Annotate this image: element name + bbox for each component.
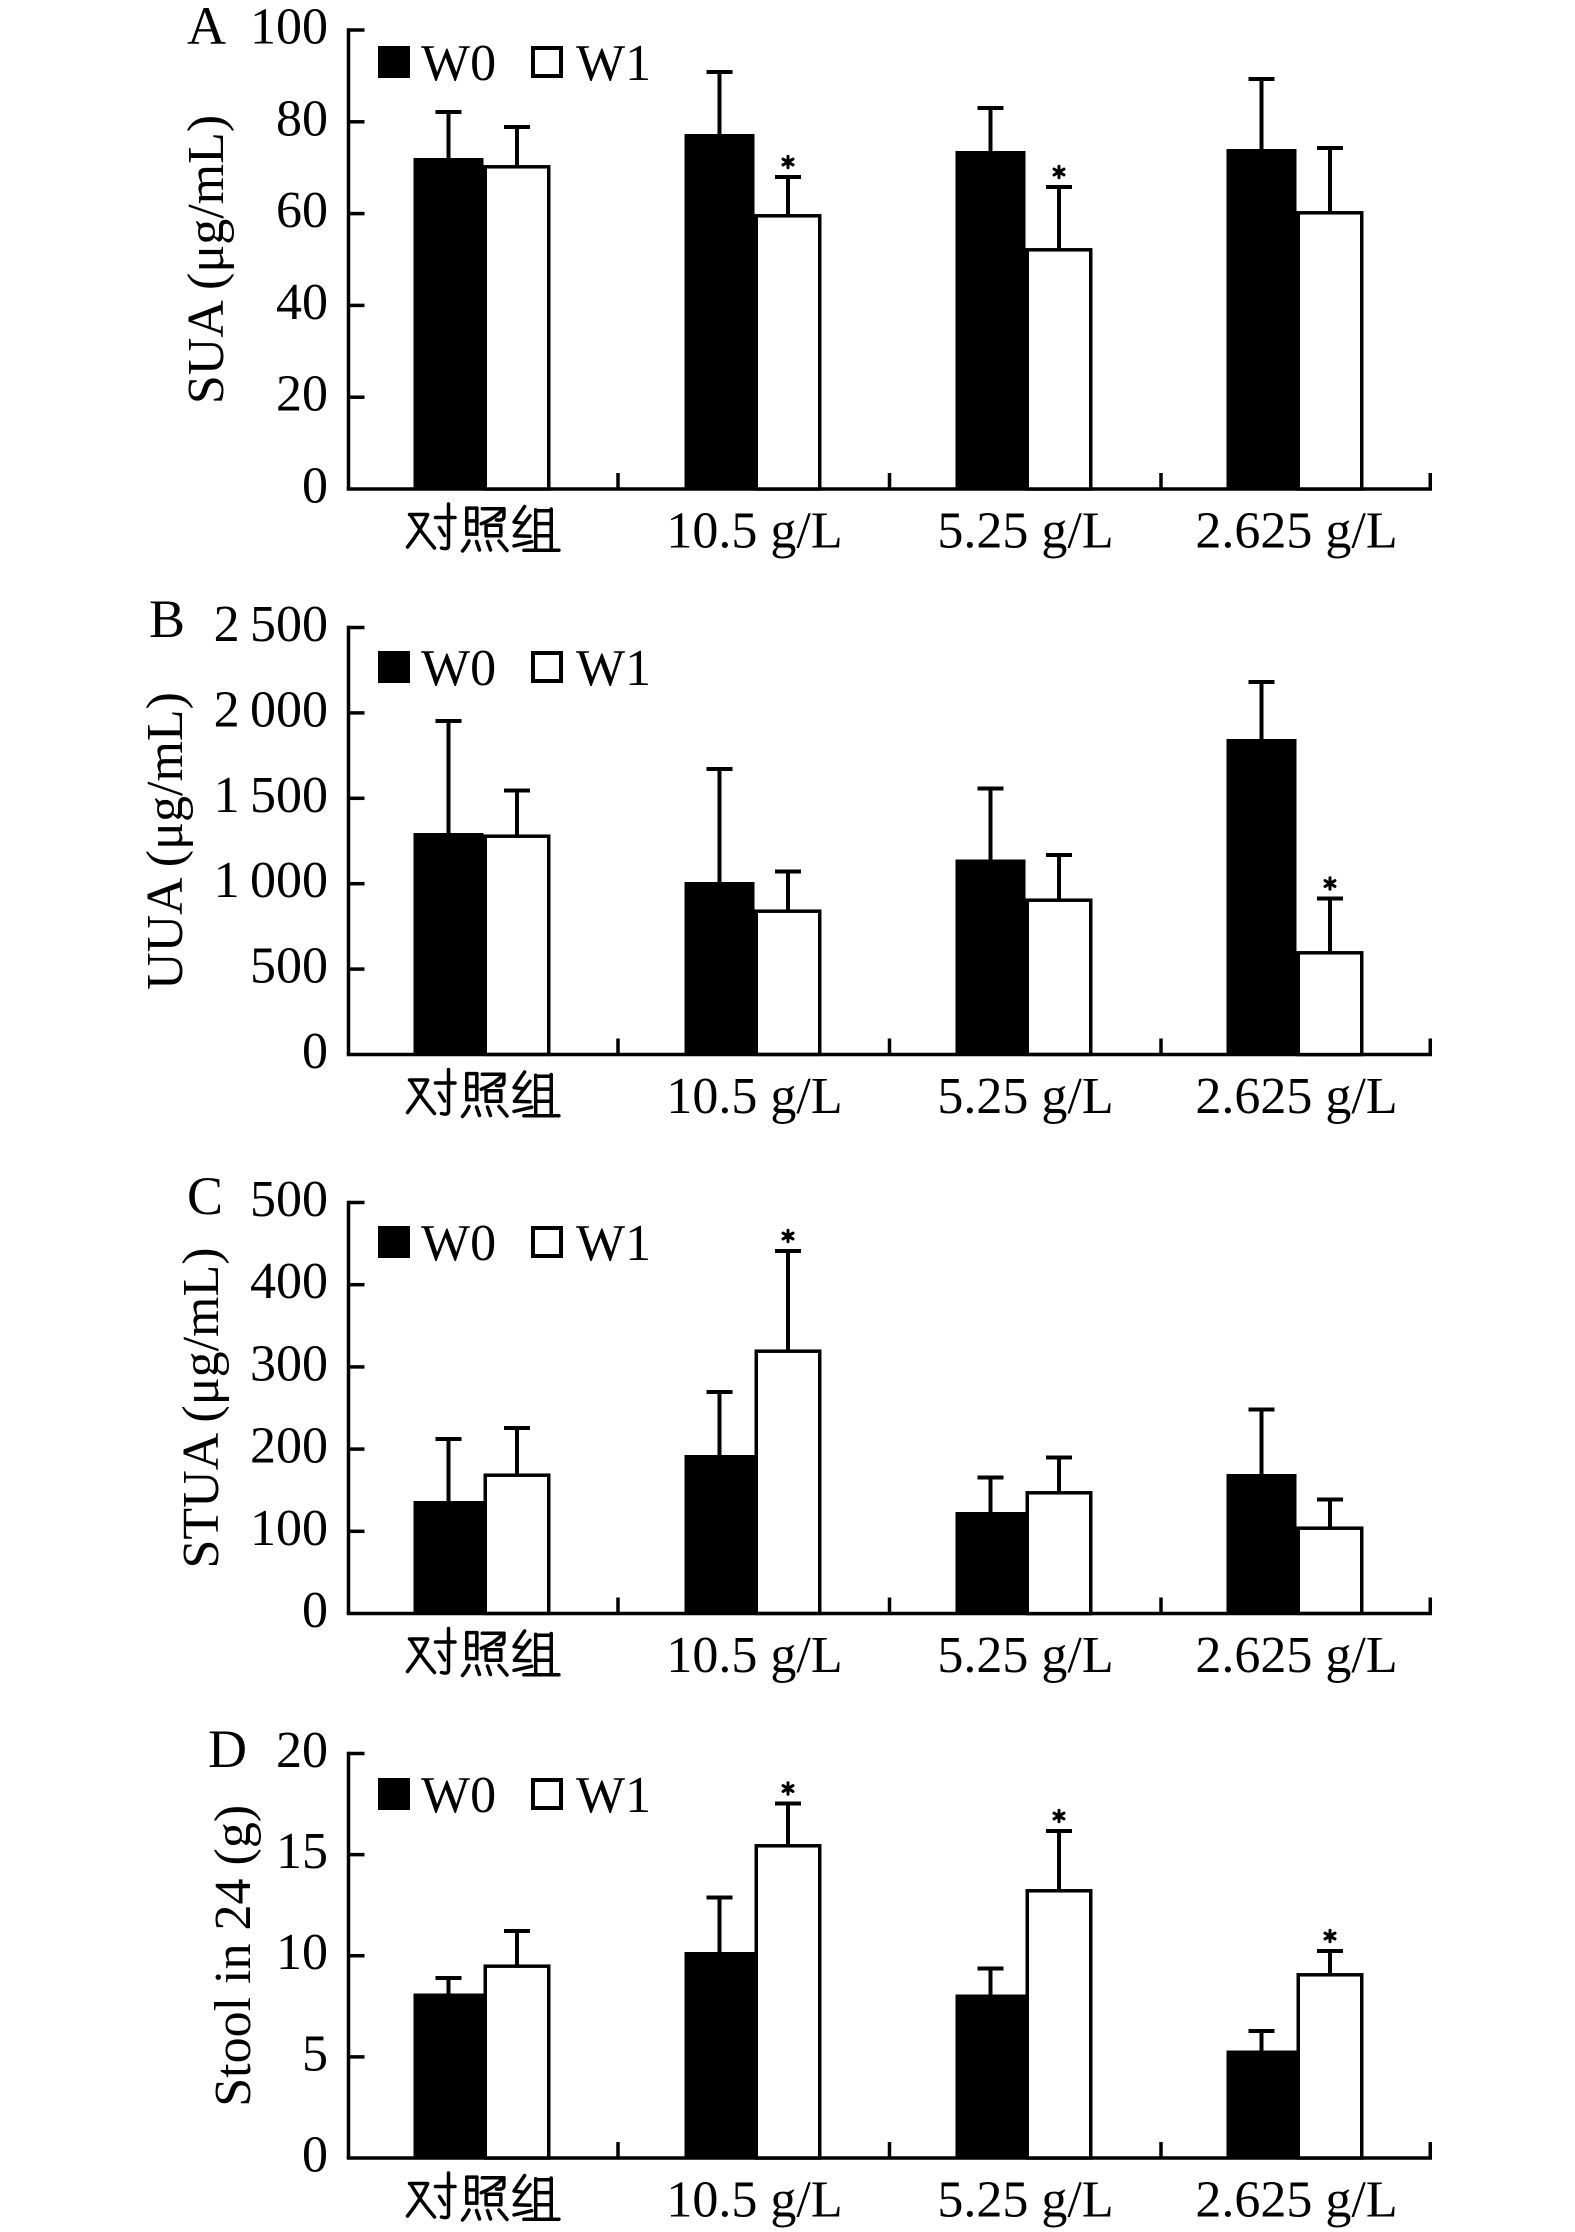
svg-text:W1: W1 — [576, 1215, 651, 1272]
svg-text:W1: W1 — [576, 1767, 651, 1824]
svg-text:10: 10 — [276, 1924, 328, 1981]
svg-text:W0: W0 — [421, 1767, 496, 1824]
svg-text:200: 200 — [250, 1418, 328, 1475]
svg-text:2.625 g/L: 2.625 g/L — [1195, 503, 1397, 560]
svg-text:10.5 g/L: 10.5 g/L — [666, 2172, 842, 2229]
svg-text:60: 60 — [276, 182, 328, 239]
svg-text:C: C — [187, 1166, 223, 1226]
svg-text:100: 100 — [250, 1500, 328, 1557]
svg-text:400: 400 — [250, 1253, 328, 1310]
svg-text:0: 0 — [302, 458, 328, 515]
svg-text:5.25 g/L: 5.25 g/L — [937, 503, 1113, 560]
svg-text:0: 0 — [302, 1582, 328, 1639]
svg-text:20: 20 — [276, 366, 328, 423]
svg-text:500: 500 — [250, 1171, 328, 1228]
svg-text:Stool in 24 (g): Stool in 24 (g) — [205, 1805, 262, 2107]
svg-text:10.5 g/L: 10.5 g/L — [666, 1068, 842, 1125]
svg-text:5.25 g/L: 5.25 g/L — [937, 1627, 1113, 1684]
svg-text:1 000: 1 000 — [214, 852, 328, 909]
svg-text:2.625 g/L: 2.625 g/L — [1195, 1068, 1397, 1125]
svg-text:5.25 g/L: 5.25 g/L — [937, 2172, 1113, 2229]
svg-text:10.5 g/L: 10.5 g/L — [666, 1627, 842, 1684]
svg-text:5: 5 — [302, 2025, 328, 2082]
svg-text:100: 100 — [250, 0, 328, 56]
svg-text:2.625 g/L: 2.625 g/L — [1195, 2172, 1397, 2229]
svg-text:0: 0 — [302, 2127, 328, 2184]
svg-text:W0: W0 — [421, 640, 496, 697]
svg-text:40: 40 — [276, 274, 328, 331]
svg-text:300: 300 — [250, 1335, 328, 1392]
svg-text:2 500: 2 500 — [214, 596, 328, 653]
svg-text:80: 80 — [276, 90, 328, 147]
svg-text:UUA (μg/mL): UUA (μg/mL) — [137, 692, 194, 990]
svg-text:A: A — [187, 0, 226, 56]
svg-text:SUA (μg/mL): SUA (μg/mL) — [178, 115, 235, 404]
svg-text:2 000: 2 000 — [214, 681, 328, 738]
svg-text:10.5 g/L: 10.5 g/L — [666, 503, 842, 560]
svg-text:W1: W1 — [576, 35, 651, 92]
svg-text:15: 15 — [276, 1823, 328, 1880]
svg-text:0: 0 — [302, 1023, 328, 1080]
svg-text:1 500: 1 500 — [214, 767, 328, 824]
svg-text:B: B — [149, 589, 185, 649]
svg-text:W1: W1 — [576, 640, 651, 697]
svg-text:STUA (μg/mL): STUA (μg/mL) — [173, 1247, 230, 1568]
svg-text:D: D — [208, 1719, 247, 1779]
svg-text:W0: W0 — [421, 35, 496, 92]
svg-text:2.625 g/L: 2.625 g/L — [1195, 1627, 1397, 1684]
svg-text:5.25 g/L: 5.25 g/L — [937, 1068, 1113, 1125]
svg-text:500: 500 — [250, 938, 328, 995]
svg-text:W0: W0 — [421, 1215, 496, 1272]
svg-text:20: 20 — [276, 1722, 328, 1779]
